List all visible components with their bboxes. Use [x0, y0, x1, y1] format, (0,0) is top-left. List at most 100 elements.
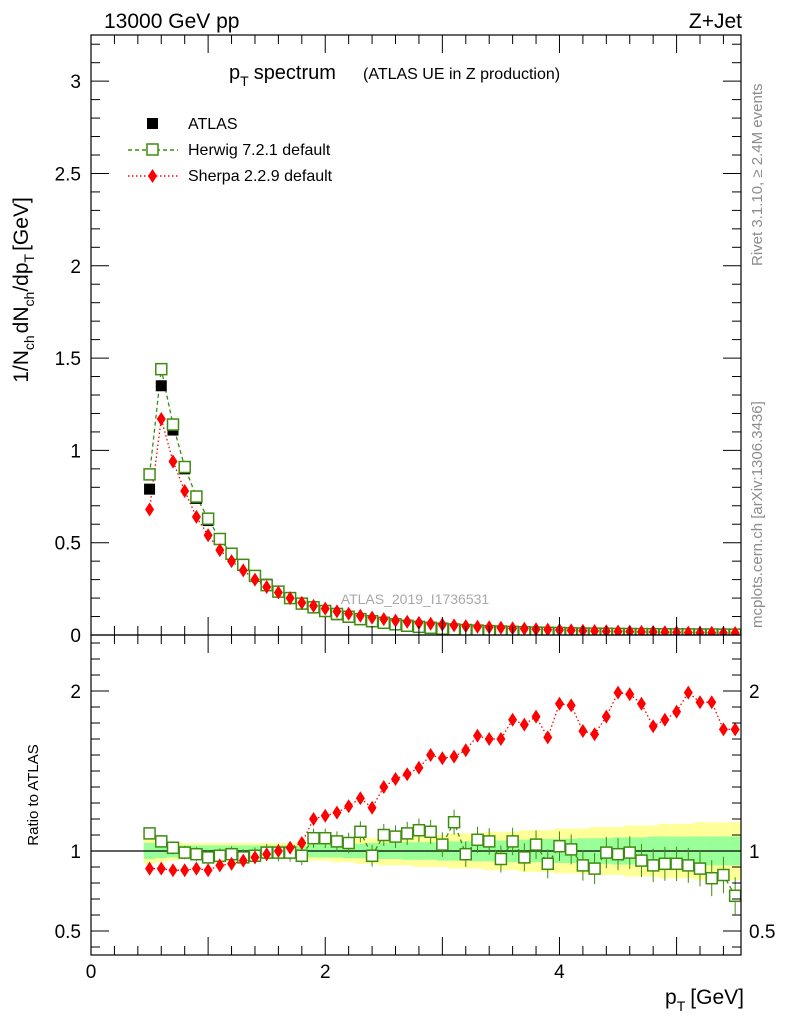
herwig-ratio-point — [413, 825, 424, 836]
sherpa-ratio-point — [309, 812, 318, 826]
main-ylabel: 1/NchdNch/dpT[GeV] — [10, 197, 37, 383]
herwig-ratio-point — [167, 842, 178, 853]
ratio-panel: Ratio to ATLAS pT[GeV] — [25, 635, 744, 1014]
sherpa-ratio-point — [485, 732, 494, 746]
herwig-ratio-point — [484, 836, 495, 847]
main-ytick-label: 0.5 — [55, 534, 81, 555]
sherpa-ratio-point — [532, 710, 541, 724]
process-label: Z+Jet — [689, 10, 742, 33]
sherpa-ratio-point — [450, 750, 459, 764]
legend-atlas-marker — [147, 118, 158, 129]
sherpa-ratio-point — [344, 799, 353, 813]
legend-herwig-marker — [147, 144, 158, 155]
ratio-xtick-label: 2 — [320, 962, 331, 983]
herwig-ratio-point — [695, 863, 706, 874]
herwig-ratio-point — [156, 836, 167, 847]
herwig-ratio-point — [343, 838, 354, 849]
sherpa-ratio-point — [461, 743, 470, 757]
plot-canvas: 13000 GeV pp Z+Jet Rivet 3.1.10, ≥ 2.4M … — [0, 0, 786, 1024]
sherpa-ratio-point — [707, 695, 716, 709]
herwig-point — [144, 469, 155, 480]
herwig-ratio-point — [577, 860, 588, 871]
herwig-ratio-point — [355, 826, 366, 837]
herwig-ratio-point — [144, 828, 155, 839]
herwig-ratio-point — [402, 828, 413, 839]
sherpa-point — [180, 484, 189, 498]
herwig-ratio-point — [706, 873, 717, 884]
ratio-xtick-label: 4 — [554, 962, 565, 983]
legend-atlas-label: ATLAS — [188, 116, 238, 133]
ratio-ytick-label-right: 1 — [749, 842, 760, 863]
herwig-ratio-point — [636, 855, 647, 866]
sherpa-ratio-point — [590, 727, 599, 741]
analysis-watermark: ATLAS_2019_I1736531 — [341, 591, 490, 607]
ratio-ytick-label: 2 — [70, 682, 81, 703]
ratio-ylabel: Ratio to ATLAS — [25, 744, 42, 845]
main-ytick-label: 0 — [70, 626, 81, 647]
herwig-ratio-point — [659, 858, 670, 869]
sherpa-ratio-point — [332, 806, 341, 820]
herwig-ratio-point — [683, 860, 694, 871]
sherpa-ratio-point — [204, 863, 213, 877]
sherpa-ratio-point — [543, 730, 552, 744]
sherpa-ratio-point — [192, 862, 201, 876]
herwig-ratio-point — [671, 858, 682, 869]
sherpa-ratio-point — [157, 862, 166, 876]
herwig-ratio-point — [718, 870, 729, 881]
herwig-ratio-point — [495, 854, 506, 865]
sherpa-ratio-point — [719, 722, 728, 736]
herwig-ratio-point — [331, 836, 342, 847]
sherpa-ratio-point — [426, 748, 435, 762]
sherpa-ratio-point — [555, 697, 564, 711]
herwig-ratio-point — [648, 860, 659, 871]
sherpa-ratio-point — [567, 698, 576, 712]
sherpa-ratio-point — [614, 686, 623, 700]
herwig-ratio-point — [589, 863, 600, 874]
sherpa-point — [614, 624, 623, 638]
plot-subtitle: (ATLAS UE in Z production) — [363, 66, 560, 83]
sherpa-point — [590, 624, 599, 638]
sherpa-ratio-point — [438, 751, 447, 765]
herwig-ratio-point — [191, 849, 202, 860]
herwig-point — [167, 419, 178, 430]
sherpa-ratio-point — [696, 695, 705, 709]
main-ytick-label: 2.5 — [55, 164, 81, 185]
sherpa-point — [157, 412, 166, 426]
herwig-ratio-point — [566, 844, 577, 855]
herwig-point — [156, 364, 167, 375]
sherpa-ratio-point — [731, 722, 740, 736]
legend-sherpa-label: Sherpa 2.2.9 default — [188, 168, 333, 185]
main-panel: pTspectrum (ATLAS UE in Z production) AT… — [10, 35, 741, 640]
herwig-ratio-point — [449, 817, 460, 828]
ratio-ytick-label-right: 0.5 — [749, 922, 775, 943]
title-sub: T — [240, 73, 249, 89]
herwig-ratio-point — [378, 830, 389, 841]
herwig-ratio-point — [507, 836, 518, 847]
herwig-ratio-point — [472, 834, 483, 845]
plot-title: pTspectrum — [229, 62, 336, 89]
atlas-point — [156, 380, 167, 391]
main-ytick-label: 2 — [70, 257, 81, 278]
herwig-ratio-point — [296, 850, 307, 861]
sherpa-point — [707, 626, 716, 640]
sherpa-point — [204, 528, 213, 542]
main-ytick-label: 1.5 — [55, 349, 81, 370]
atlas-point — [144, 484, 155, 495]
sherpa-ratio-point — [578, 724, 587, 738]
herwig-ratio-point — [531, 839, 542, 850]
herwig-ratio-point — [624, 847, 635, 858]
legend-herwig: Herwig 7.2.1 default — [128, 142, 331, 159]
sherpa-ratio-point — [168, 863, 177, 877]
herwig-point — [179, 462, 190, 473]
sherpa-ratio-point — [321, 809, 330, 823]
sherpa-ratio-point — [520, 718, 529, 732]
herwig-ratio-point — [613, 849, 624, 860]
sherpa-ratio-point — [672, 705, 681, 719]
herwig-ratio-point — [179, 847, 190, 858]
herwig-point — [203, 513, 214, 524]
herwig-ratio-point — [437, 839, 448, 850]
herwig-ratio-point — [730, 890, 741, 901]
main-ytick-label: 3 — [70, 72, 81, 93]
title-main: p — [229, 62, 240, 84]
herwig-ratio-point — [308, 833, 319, 844]
